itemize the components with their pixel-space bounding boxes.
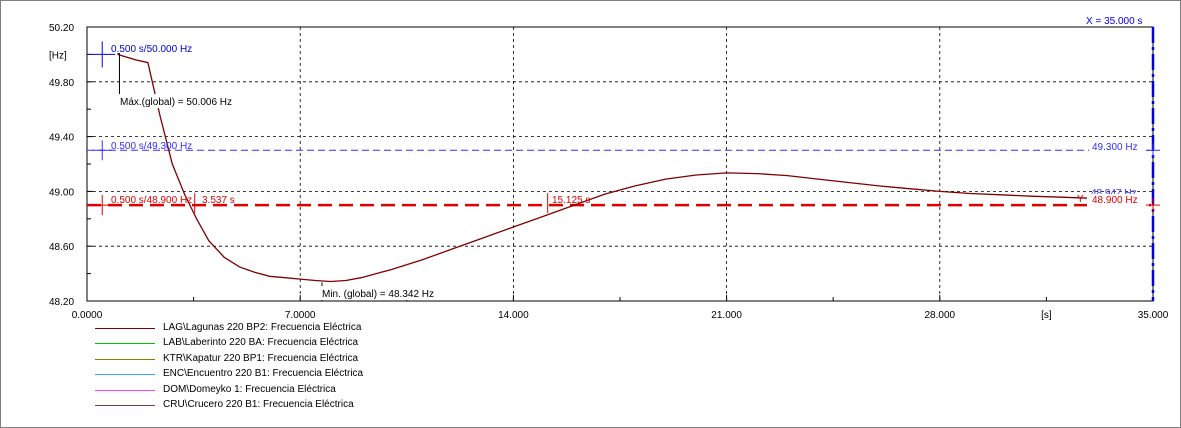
plot-area-border [86, 26, 1154, 302]
legend-swatch [95, 374, 155, 376]
cursor-label-50000: 0.500 s/50.000 Hz [111, 44, 192, 55]
series-line-lagunas [117, 53, 1093, 283]
legend-item: ENC\Encuentro 220 B1: Frecuencia Eléctri… [95, 367, 435, 382]
x-tick-label: 35.000 [1138, 310, 1169, 321]
legend-label: CRU\Crucero 220 B1: Frecuencia Eléctrica [163, 398, 354, 410]
y-tick-label: 48.60 [49, 242, 74, 253]
reference-label-49300: 0.500 s/49.300 Hz [111, 141, 192, 152]
cursor-label-15125: 15.125 s [552, 195, 590, 206]
label-bg-48900 [1087, 194, 1149, 207]
x-tick-label: 7.0000 [285, 310, 316, 321]
x-tick-label: 0.0000 [72, 310, 103, 321]
y-tick-label: 49.40 [49, 133, 74, 144]
max-annotation-label: Máx.(global) = 50.006 Hz [120, 97, 232, 108]
value-label-48947: 48.947 Hz [1091, 188, 1137, 199]
y-axis-unit: [Hz] [49, 50, 67, 61]
reference-label-49300-right: 49.300 Hz [1092, 142, 1138, 153]
legend-swatch [95, 328, 155, 329]
legend-label: LAG\Lagunas 220 BP2: Frecuencia Eléctric… [163, 322, 362, 333]
max-annotation-bg [117, 94, 257, 108]
x-tick-label: 28.000 [925, 310, 956, 321]
x-tick-label: 14.000 [498, 310, 529, 321]
legend-item: KTR\Kapatur 220 BP1: Frecuencia Eléctric… [95, 352, 435, 367]
y-tick-label: 48.20 [49, 297, 74, 308]
legend-label: DOM\Domeyko 1: Frecuencia Eléctrica [163, 383, 336, 395]
min-annotation-bg [318, 286, 460, 300]
cursor-x-label: X = 35.000 s [1086, 16, 1142, 27]
legend-swatch [95, 358, 155, 360]
legend-item: LAB\Laberinto 220 BA: Frecuencia Eléctri… [95, 336, 435, 351]
legend: LAG\Lagunas 220 BP2: Frecuencia Eléctric… [95, 321, 435, 413]
y-tick-label: 49.80 [49, 78, 74, 89]
x-axis-unit: [s] [1041, 310, 1052, 321]
legend-swatch [95, 389, 155, 391]
legend-label: ENC\Encuentro 220 B1: Frecuencia Eléctri… [163, 368, 364, 380]
min-annotation-label: Min. (global) = 48.342 Hz [322, 289, 434, 300]
x-tick-label: 21.000 [711, 310, 742, 321]
legend-item: DOM\Domeyko 1: Frecuencia Eléctrica [95, 383, 435, 398]
reference-label-48900-right: 48.900 Hz [1092, 195, 1138, 206]
legend-label: LAB\Laberinto 220 BA: Frecuencia Eléctri… [163, 337, 359, 349]
y-tick-label: 50.20 [49, 23, 74, 34]
reference-label-48900: 0.500 s/48.900 Hz [111, 195, 192, 206]
axis-y-cursor-label: Y [1077, 194, 1084, 205]
cursor-label-3537: 3.537 s [202, 195, 235, 206]
label-bg-49300 [1089, 140, 1147, 153]
legend-item: LAG\Lagunas 220 BP2: Frecuencia Eléctric… [95, 321, 435, 336]
legend-label: KTR\Kapatur 220 BP1: Frecuencia Eléctric… [163, 352, 359, 364]
legend-swatch [95, 343, 155, 345]
legend-swatch [95, 404, 155, 406]
max-annotation-leader [117, 53, 125, 99]
y-tick-label: 49.00 [49, 187, 74, 198]
legend-item: CRU\Crucero 220 B1: Frecuencia Eléctrica [95, 398, 435, 413]
